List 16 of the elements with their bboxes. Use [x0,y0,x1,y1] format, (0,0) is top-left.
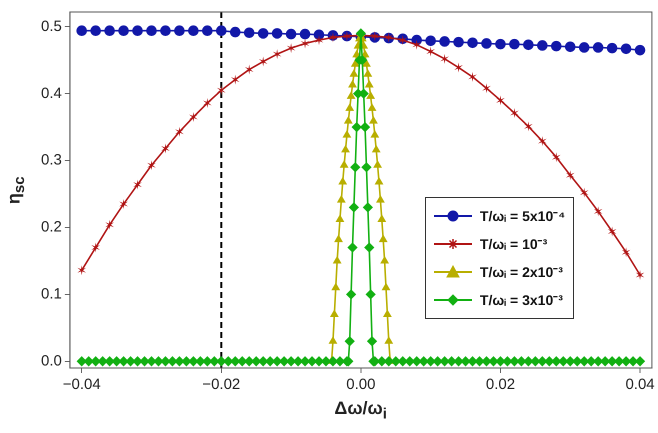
y-tick-label: 0.1 [40,286,62,303]
y-tick-label: 0.0 [40,352,62,370]
y-tick-label: 0.5 [40,18,62,35]
x-axis-title: Δω/ω$_{i}$ [334,398,387,423]
legend-label: T/ωᵢ = 3x10⁻³ [480,291,563,310]
x-tick-label: 0.04 [625,376,655,394]
x-tick-label: 0.00 [346,376,376,394]
legend-label: T/ωᵢ = 5x10⁻⁴ [480,207,566,226]
y-tick-label: 0.2 [40,218,62,236]
legend-label: T/ωᵢ = 2x10⁻³ [480,263,563,282]
x-tick-label: 0.02 [486,376,516,394]
x-tick-label: −0.04 [62,376,101,394]
legend-label: T/ωᵢ = 10⁻³ [480,235,548,254]
y-tick-label: 0.3 [40,152,62,169]
x-tick-label: −0.02 [202,376,240,394]
y-tick-label: 0.4 [40,84,62,102]
